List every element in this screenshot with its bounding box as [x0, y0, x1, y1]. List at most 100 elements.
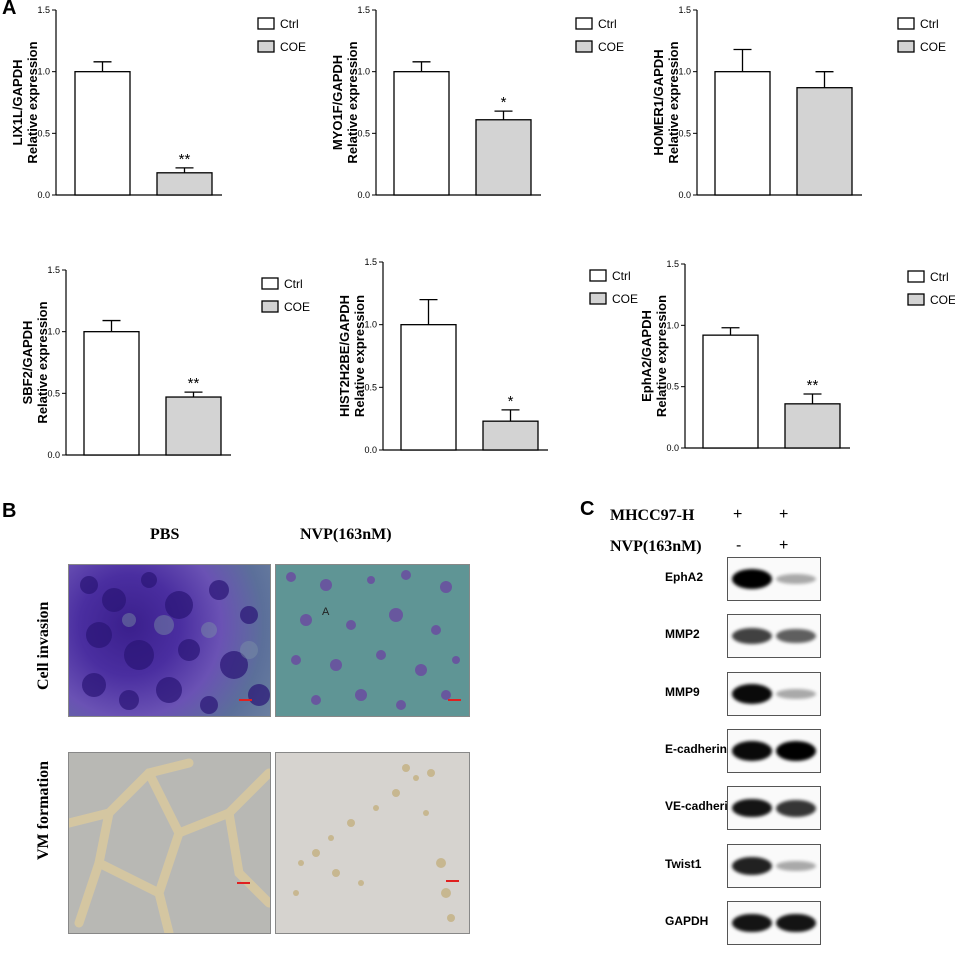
blot-epha2 [727, 557, 821, 601]
legend-swatch-ctrl [257, 17, 275, 30]
legend-label-coe: COE [284, 300, 310, 314]
band-lane1 [732, 913, 772, 933]
bar-chart-5: 0.0 0.5 1.0 1.5 HIST2H2BE/GAPDH Relative expr… [337, 257, 638, 455]
photo-pbs-vm-formation [68, 752, 271, 934]
legend-label-coe: COE [920, 40, 946, 54]
y-axis-gene-label: HIST2H2BE/GAPDH [337, 295, 352, 417]
band-lane1 [732, 741, 772, 761]
legend-label-ctrl: Ctrl [612, 269, 631, 283]
y-tick-label: 1.0 [357, 67, 370, 77]
legend-label-coe: COE [930, 293, 955, 307]
legend-label-coe: COE [612, 292, 638, 306]
photo-pbs-cell-invasion-texture [80, 572, 270, 714]
y-axis-gene-label: HOMER1/GAPDH [651, 49, 666, 155]
y-tick-label: 1.0 [37, 67, 50, 77]
y-tick-label: 1.5 [364, 257, 377, 267]
bar-coe [784, 403, 841, 449]
legend-swatch-coe [257, 40, 275, 53]
bar-chart-2: 0.0 0.5 1.0 1.5 MYO1F/GAPDH Relative expressi… [330, 5, 624, 200]
blot-label-mmp2: MMP2 [665, 627, 700, 641]
column-header-pbs: PBS [150, 526, 180, 543]
blot-mmp9 [727, 672, 821, 716]
legend-swatch-ctrl [897, 17, 915, 30]
y-axis-label: Relative expression [345, 41, 360, 163]
photo-pbs-cell-invasion [68, 564, 271, 717]
legend-swatch-ctrl [261, 277, 279, 290]
y-axis-gene-label: MYO1F/GAPDH [330, 55, 345, 150]
blot-label-gapdh: GAPDH [665, 914, 709, 928]
band-lane1 [732, 856, 772, 876]
legend-swatch-ctrl [589, 269, 607, 282]
y-tick-label: 0.5 [666, 382, 679, 392]
y-tick-label: 1.5 [678, 5, 691, 15]
band-lane2 [776, 628, 816, 644]
mhcc97h-lane2-sign: + [779, 506, 789, 523]
bar-chart-1: 0.0 0.5 1.0 1.5 LIX1L/GAPDH Relative expressi… [10, 5, 306, 200]
legend-swatch-coe [261, 300, 279, 313]
photo-nvp-vm-formation-texture [293, 764, 459, 922]
band-lane2 [776, 913, 816, 933]
bar-coe [796, 87, 853, 196]
y-axis-label: Relative expression [35, 301, 50, 423]
legend-label-ctrl: Ctrl [598, 17, 617, 31]
band-lane2 [776, 741, 816, 761]
y-tick-label: 0.5 [47, 388, 60, 398]
band-lane1 [732, 684, 772, 704]
bar-ctrl [74, 71, 131, 196]
legend-swatch-ctrl [907, 270, 925, 283]
y-tick-label: 0.0 [37, 190, 50, 200]
row-label-vm-formation: VM formation [35, 760, 52, 860]
bar-ctrl [83, 331, 140, 456]
mhcc97h-lane1-sign: + [733, 506, 743, 523]
legend-label-ctrl: Ctrl [280, 17, 299, 31]
y-tick-label: 1.5 [357, 5, 370, 15]
blot-label-ve-cadherin: VE-cadherin [665, 799, 736, 813]
bar-chart-6: 0.0 0.5 1.0 1.5 EphA2/GAPDH Relative expressi… [639, 259, 955, 453]
y-tick-label: 1.0 [666, 320, 679, 330]
row-label-cell-invasion: Cell invasion [35, 601, 52, 690]
y-tick-label: 0.5 [364, 382, 377, 392]
y-tick-label: 1.0 [47, 327, 60, 337]
blot-label-e-cadherin: E-cadherin [665, 742, 728, 756]
y-tick-label: 0.5 [678, 128, 691, 138]
significance-label: ** [188, 375, 200, 392]
blot-ve-cadherin [727, 786, 821, 830]
legend-label-ctrl: Ctrl [284, 277, 303, 291]
y-tick-label: 0.0 [364, 445, 377, 455]
condition-label-nvp: NVP(163nM) [610, 538, 702, 555]
bar-ctrl [400, 324, 457, 451]
bar-coe [156, 172, 213, 196]
blot-twist1 [727, 844, 821, 888]
y-axis-label: Relative expression [352, 295, 367, 417]
blot-label-twist1: Twist1 [665, 857, 702, 871]
y-axis-label: Relative expression [666, 41, 681, 163]
significance-label: ** [179, 151, 191, 168]
photo-nvp-vm-formation [275, 752, 470, 934]
legend-label-ctrl: Ctrl [930, 270, 949, 284]
y-tick-label: 0.5 [357, 128, 370, 138]
bar-coe [165, 396, 222, 456]
nvp-lane1-sign: - [736, 537, 742, 554]
y-axis-gene-label: LIX1L/GAPDH [10, 60, 25, 146]
y-tick-label: 1.5 [37, 5, 50, 15]
bar-ctrl [702, 334, 759, 449]
band-lane2 [776, 860, 816, 872]
bar-coe [475, 119, 532, 196]
band-lane1 [732, 627, 772, 645]
y-tick-label: 1.0 [678, 67, 691, 77]
bar-chart-4: 0.0 0.5 1.0 1.5 SBF2/GAPDH Relative expressio… [20, 265, 310, 460]
panel-b-letter: B [2, 500, 17, 522]
y-tick-label: 0.0 [678, 190, 691, 200]
blot-gapdh [727, 901, 821, 945]
column-header-nvp: NVP(163nM) [300, 526, 392, 543]
blot-label-epha2: EphA2 [665, 570, 704, 584]
legend-label-ctrl: Ctrl [920, 17, 939, 31]
legend-label-coe: COE [280, 40, 306, 54]
photo-marker: A [322, 606, 330, 618]
bar-chart-3: 0.0 0.5 1.0 1.5 HOMER1/GAPDH Relative express… [651, 5, 946, 200]
bar-ctrl [393, 71, 450, 196]
y-tick-label: 0.0 [666, 443, 679, 453]
condition-label-mhcc97h: MHCC97-H [610, 507, 695, 524]
legend-swatch-ctrl [575, 17, 593, 30]
y-tick-label: 1.5 [666, 259, 679, 269]
